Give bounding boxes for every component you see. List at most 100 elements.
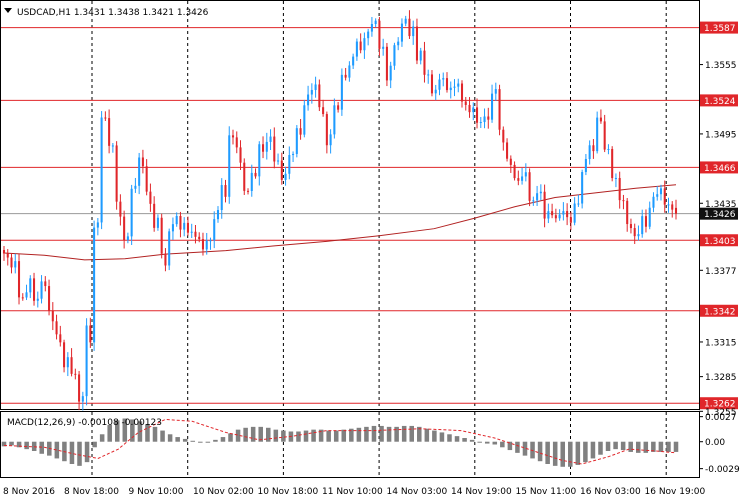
candle <box>209 237 212 250</box>
candle-body <box>262 144 265 152</box>
candle <box>130 184 133 245</box>
candle-body <box>111 145 114 147</box>
macd-bar <box>386 426 392 442</box>
time-label: 15 Nov 11:00 <box>516 487 577 497</box>
candle-body <box>340 74 343 110</box>
candle <box>603 114 606 153</box>
candle-body <box>108 118 111 146</box>
time-label: 10 Nov 18:00 <box>258 487 319 497</box>
candle-body <box>370 24 373 32</box>
candle-body <box>198 236 201 240</box>
candle-body <box>629 224 632 229</box>
candle <box>70 348 73 377</box>
macd-bar <box>605 441 611 451</box>
candle <box>457 78 460 93</box>
candle-body <box>577 203 580 205</box>
candle-body <box>412 26 415 37</box>
macd-bar <box>628 441 633 452</box>
macd-bar <box>92 441 97 448</box>
candle-body <box>21 297 24 299</box>
macd-bar <box>84 441 90 463</box>
candle-body <box>468 104 471 113</box>
macd-bar <box>537 441 543 462</box>
candle-body <box>74 373 77 375</box>
candle-body <box>445 78 449 91</box>
macd-bar <box>160 430 165 442</box>
candle-body <box>14 261 17 268</box>
candle-body <box>596 117 599 152</box>
candle <box>663 180 666 213</box>
candle-body <box>438 79 441 90</box>
candle <box>269 129 272 151</box>
time-label: 9 Nov 10:00 <box>129 487 184 497</box>
candle-body <box>40 281 43 299</box>
macd-bar <box>266 427 271 442</box>
candle-body <box>63 342 66 368</box>
macd-bar <box>349 428 354 442</box>
candle <box>359 33 362 54</box>
candle <box>393 42 396 70</box>
candle-body <box>44 281 47 287</box>
macd-bar <box>1 441 7 447</box>
price-level-badge <box>700 234 738 247</box>
candle-body <box>656 194 659 197</box>
candle-body <box>644 216 647 227</box>
macd-bar <box>424 428 430 442</box>
candle <box>584 154 587 176</box>
price-pane: 1.35871.35551.35241.34951.34661.34351.34… <box>0 0 738 418</box>
candle-body <box>671 204 674 210</box>
current-price-label: 1.3426 <box>704 210 736 220</box>
macd-bar <box>152 426 158 442</box>
candle-body <box>573 203 576 223</box>
candle-body <box>235 137 238 148</box>
candle-body <box>145 166 148 192</box>
macd-tick-label: 0.0027 <box>705 413 737 423</box>
candle-body <box>408 18 411 37</box>
price-level-badge <box>700 397 738 410</box>
macd-bar <box>16 441 22 448</box>
candle <box>554 208 557 223</box>
candle <box>468 97 471 118</box>
ma-line <box>3 184 677 261</box>
time-label: 11 Nov 10:00 <box>322 487 383 497</box>
candle <box>464 96 467 111</box>
candle <box>648 201 651 230</box>
candle-body <box>652 196 655 208</box>
macd-pane-border <box>0 411 700 478</box>
candle-body <box>123 216 126 241</box>
macd-bar <box>356 427 362 442</box>
macd-bar <box>484 441 490 444</box>
price-level-badge <box>700 304 738 317</box>
candle <box>671 201 674 218</box>
candle-body <box>100 117 103 223</box>
candle-body <box>216 210 220 220</box>
candle-body <box>277 160 280 162</box>
macd-bar <box>394 426 399 442</box>
candle-body <box>160 217 163 254</box>
macd-tick-label: -0.0029 <box>705 465 740 475</box>
candle-body <box>355 41 358 57</box>
candle-body <box>423 50 426 75</box>
candle <box>273 127 276 169</box>
current-price-badge <box>700 207 738 220</box>
price-level-label: 1.3403 <box>704 237 736 247</box>
candle-body <box>393 45 396 66</box>
dropdown-arrow-icon[interactable] <box>4 8 12 13</box>
candle <box>145 159 148 196</box>
candle <box>190 223 193 239</box>
candle-body <box>220 185 223 211</box>
price-level-badge <box>700 21 738 34</box>
candle-body <box>66 357 69 368</box>
candle <box>231 129 235 145</box>
candle <box>318 79 321 112</box>
candle-body <box>599 117 602 122</box>
candle-body <box>175 215 178 225</box>
macd-bar <box>447 434 452 442</box>
macd-bar <box>507 441 513 451</box>
candle-body <box>89 325 92 343</box>
candle <box>29 275 32 299</box>
macd-bar <box>107 425 112 442</box>
macd-bar <box>77 441 82 466</box>
candle <box>220 178 223 219</box>
